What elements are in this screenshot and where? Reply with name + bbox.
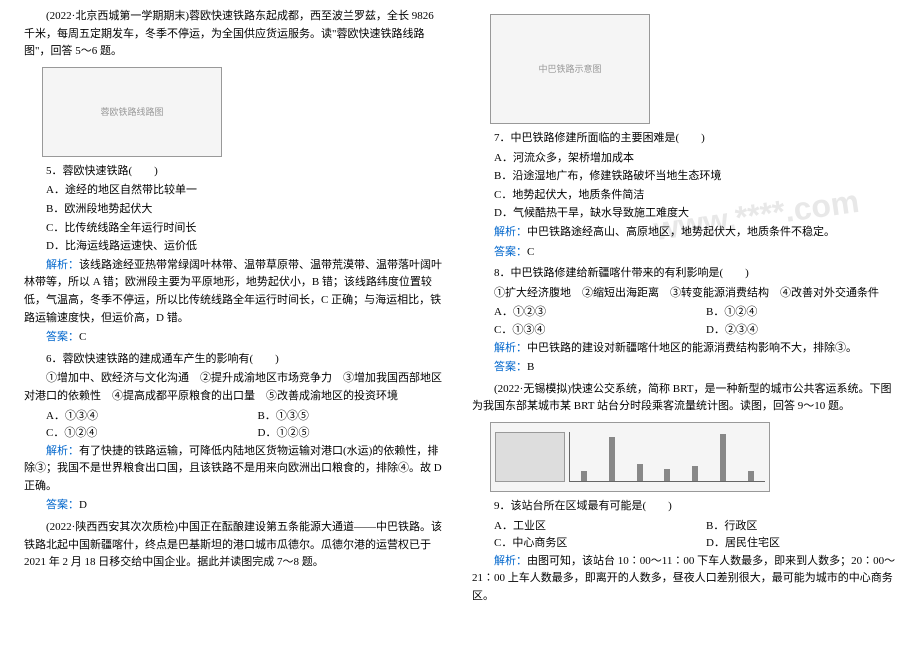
q9-opt-c: C．中心商务区 [472, 535, 684, 553]
brt-bars [569, 432, 765, 482]
bar [720, 434, 726, 481]
q6-opt-d: D．①②⑤ [236, 425, 448, 443]
map-zhongba: 中巴铁路示意图 [490, 14, 650, 124]
q8-opt-a: A．①②③ [472, 304, 684, 322]
explain-label: 解析： [494, 342, 527, 354]
intro-56: (2022·北京西城第一学期期末)蓉欧快速铁路东起成都，西至波兰罗兹，全长 98… [24, 8, 447, 61]
q7-opt-c: C．地势起伏大，地质条件简洁 [472, 187, 896, 205]
q5-explain-text: 该线路途经亚热带常绿阔叶林带、温带草原带、温带荒漠带、温带落叶阔叶林带等，所以 … [24, 259, 442, 324]
explain-label: 解析： [46, 259, 79, 271]
bar [581, 471, 587, 481]
q7-answer-text: C [527, 246, 534, 258]
right-column: 中巴铁路示意图 7．中巴铁路修建所面临的主要困难是( ) A．河流众多，架桥增加… [460, 8, 908, 643]
q9-opt-a: A．工业区 [472, 518, 684, 536]
q5-opt-b: B．欧洲段地势起伏大 [24, 201, 447, 219]
answer-label: 答案： [46, 331, 79, 343]
q8-opts-line: ①扩大经济腹地 ②缩短出海距离 ③转变能源消费结构 ④改善对外交通条件 [472, 285, 896, 303]
q9-opt-b: B．行政区 [684, 518, 896, 536]
q9-explain: 解析：由图可知，该站台 10∶00～11∶00 下车人数最多，即来到人数多；20… [472, 553, 896, 606]
q5-answer: 答案：C [24, 329, 447, 347]
q6-opts-row1: A．①③④ B．①③⑤ [24, 408, 447, 426]
q7-explain: 解析：中巴铁路途经高山、高原地区，地势起伏大，地质条件不稳定。 [472, 224, 896, 242]
brt-chart [490, 422, 770, 492]
intro-910: (2022·无锡模拟)快速公交系统，简称 BRT，是一种新型的城市公共客运系统。… [472, 381, 896, 416]
q6-opt-a: A．①③④ [24, 408, 236, 426]
answer-label: 答案： [494, 246, 527, 258]
explain-label: 解析： [494, 555, 527, 567]
bar [748, 471, 754, 481]
q5-opt-c: C．比传统线路全年运行时间长 [24, 220, 447, 238]
map-rongou: 蓉欧铁路线路图 [42, 67, 222, 157]
q8-answer: 答案：B [472, 359, 896, 377]
bar [692, 466, 698, 481]
q6-explain: 解析：有了快捷的铁路运输，可降低内陆地区货物运输对港口(水运)的依赖性，排除③；… [24, 443, 447, 496]
q6-opt-b: B．①③⑤ [236, 408, 448, 426]
q7-opt-a: A．河流众多，架桥增加成本 [472, 150, 896, 168]
q8-stem: 8．中巴铁路修建给新疆喀什带来的有利影响是( ) [472, 265, 896, 283]
q6-answer: 答案：D [24, 497, 447, 515]
q8-opt-b: B．①②④ [684, 304, 896, 322]
q5-explain: 解析：该线路途经亚热带常绿阔叶林带、温带草原带、温带荒漠带、温带落叶阔叶林带等，… [24, 257, 447, 327]
q6-opts-line: ①增加中、欧经济与文化沟通 ②提升成渝地区市场竞争力 ③增加我国西部地区对港口的… [24, 370, 447, 405]
q9-opt-d: D．居民住宅区 [684, 535, 896, 553]
q9-explain-text: 由图可知，该站台 10∶00～11∶00 下车人数最多，即来到人数多；20∶00… [472, 555, 895, 602]
answer-label: 答案： [46, 499, 79, 511]
q7-opt-b: B．沿途湿地广布，修建铁路破坏当地生态环境 [472, 168, 896, 186]
q8-explain-text: 中巴铁路的建设对新疆喀什地区的能源消费结构影响不大，排除③。 [527, 342, 857, 354]
q6-opt-c: C．①②④ [24, 425, 236, 443]
q7-stem: 7．中巴铁路修建所面临的主要困难是( ) [472, 130, 896, 148]
bar [609, 437, 615, 481]
q6-opts-row2: C．①②④ D．①②⑤ [24, 425, 447, 443]
q8-opts-row2: C．①③④ D．②③④ [472, 322, 896, 340]
bar [664, 469, 670, 481]
bar [637, 464, 643, 481]
q5-answer-text: C [79, 331, 86, 343]
brt-photo [495, 432, 565, 482]
explain-label: 解析： [46, 445, 79, 457]
q7-opt-d: D．气候酷热干旱，缺水导致施工难度大 [472, 205, 896, 223]
q5-opt-a: A．途经的地区自然带比较单一 [24, 182, 447, 200]
q9-opts-row1: A．工业区 B．行政区 [472, 518, 896, 536]
answer-label: 答案： [494, 361, 527, 373]
q5-opt-d: D．比海运线路运速快、运价低 [24, 238, 447, 256]
q9-opts-row2: C．中心商务区 D．居民住宅区 [472, 535, 896, 553]
left-column: (2022·北京西城第一学期期末)蓉欧快速铁路东起成都，西至波兰罗兹，全长 98… [12, 8, 460, 643]
q5-stem: 5．蓉欧快速铁路( ) [24, 163, 447, 181]
q6-answer-text: D [79, 499, 87, 511]
q6-stem: 6．蓉欧快速铁路的建成通车产生的影响有( ) [24, 351, 447, 369]
q6-explain-text: 有了快捷的铁路运输，可降低内陆地区货物运输对港口(水运)的依赖性，排除③；我国不… [24, 445, 442, 492]
explain-label: 解析： [494, 226, 527, 238]
q7-explain-text: 中巴铁路途经高山、高原地区，地势起伏大，地质条件不稳定。 [527, 226, 835, 238]
q7-answer: 答案：C [472, 244, 896, 262]
q8-answer-text: B [527, 361, 534, 373]
q8-opt-c: C．①③④ [472, 322, 684, 340]
q8-opt-d: D．②③④ [684, 322, 896, 340]
q8-opts-row1: A．①②③ B．①②④ [472, 304, 896, 322]
q8-explain: 解析：中巴铁路的建设对新疆喀什地区的能源消费结构影响不大，排除③。 [472, 340, 896, 358]
intro-78: (2022·陕西西安其次次质检)中国正在酝酿建设第五条能源大通道——中巴铁路。该… [24, 519, 447, 572]
q9-stem: 9．该站台所在区域最有可能是( ) [472, 498, 896, 516]
